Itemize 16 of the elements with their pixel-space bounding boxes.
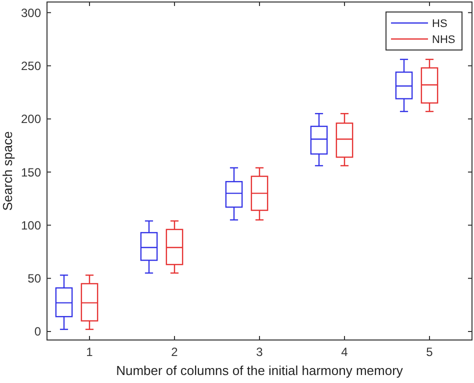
x-tick-label: 1 [86,345,94,359]
y-tick-label: 50 [28,272,42,286]
y-tick-label: 300 [20,6,42,20]
x-tick-label: 4 [341,345,348,359]
x-axis-title: Number of columns of the initial harmony memory [116,363,404,378]
x-tick-label: 2 [171,345,178,359]
legend-label: NHS [432,34,456,46]
legend-label: HS [432,18,448,30]
y-tick-label: 250 [20,58,42,73]
x-tick-label: 5 [426,345,434,359]
y-tick-label: 200 [20,112,42,126]
y-tick-label: 100 [20,218,42,232]
y-axis-title: Search space [0,131,15,211]
x-tick-label: 3 [256,345,264,359]
y-tick-label: 0 [34,324,42,339]
y-tick-label: 150 [20,165,42,180]
